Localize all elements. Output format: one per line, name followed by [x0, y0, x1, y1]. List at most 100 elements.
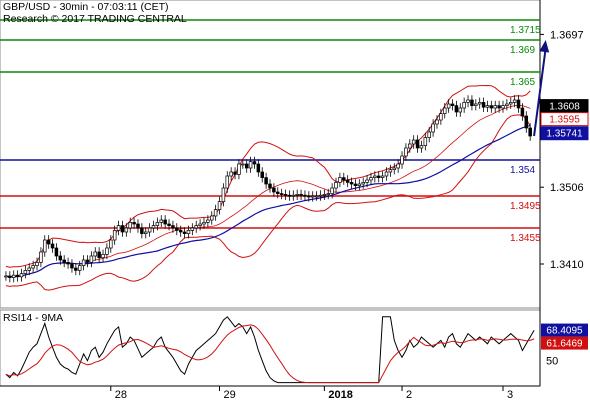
candle-body — [357, 183, 362, 186]
candle-body — [493, 105, 497, 109]
candle-body — [178, 230, 183, 233]
chart-title: GBP/USD - 30min - 07:03:11 (CET) — [3, 1, 169, 13]
candle-body — [244, 163, 249, 169]
candle-body — [151, 225, 156, 229]
candle-body — [349, 182, 354, 185]
price-tick-label: 1.3506 — [550, 182, 584, 194]
levels-layer: 1.3715 1.369 1.365 1.354 1.3495 1.3455 — [0, 19, 541, 244]
candle-body — [252, 161, 257, 165]
candle-body — [74, 267, 78, 271]
candle-body — [446, 103, 451, 109]
candle-body — [380, 175, 385, 178]
candle-body — [279, 193, 284, 195]
candle-body — [442, 107, 447, 114]
rsi-line — [5, 316, 535, 384]
candle-body — [213, 209, 218, 217]
candle-body — [439, 113, 443, 121]
candle-body — [415, 139, 420, 149]
candle-body — [124, 227, 129, 233]
bollinger-lower-line — [5, 114, 531, 291]
candle-body — [233, 171, 237, 175]
candle-body — [241, 163, 245, 166]
candle-body — [431, 123, 435, 133]
candle-body — [481, 102, 486, 108]
rsi-value-label: 68.4095 — [546, 326, 583, 337]
candle-body — [512, 99, 517, 103]
rsi-value-badge — [541, 336, 588, 350]
price-tick-label: 1.3697 — [550, 29, 584, 41]
candle-body — [256, 163, 261, 173]
forecast-arrow-head — [539, 40, 550, 53]
candle-body — [225, 175, 230, 189]
candle-body — [310, 195, 315, 198]
candle-body — [70, 263, 74, 269]
candle-body — [77, 265, 82, 271]
candle-body — [330, 187, 334, 194]
candle-body — [342, 177, 346, 181]
candle-body — [396, 163, 400, 169]
candle-body — [23, 270, 28, 274]
candle-body — [322, 194, 327, 196]
candle-body — [307, 195, 311, 198]
candle-body — [171, 225, 175, 229]
candle-body — [388, 169, 393, 173]
candle-body — [369, 177, 373, 181]
rsi-value-label: 61.6469 — [546, 339, 583, 350]
candle-body — [120, 225, 125, 233]
candle-body — [314, 195, 319, 198]
candle-body — [462, 102, 466, 109]
candle-body — [11, 274, 16, 278]
candle-body — [303, 194, 307, 197]
candle-body — [299, 194, 303, 196]
candle-body — [516, 99, 521, 109]
candle-body — [264, 177, 268, 185]
candle-body — [520, 107, 525, 117]
level-label: 1.3455 — [510, 233, 541, 244]
candle-body — [485, 105, 490, 108]
time-tick-label: 29 — [224, 389, 236, 400]
candle-body — [112, 230, 117, 241]
candle-body — [229, 171, 233, 177]
candle-body — [384, 171, 389, 177]
chart-copyright: Research © 2017 TRADING CENTRAL — [3, 13, 187, 25]
candle-body — [89, 255, 94, 263]
forecast-layer — [533, 40, 550, 137]
candle-body — [109, 239, 113, 249]
candle-body — [474, 103, 478, 106]
candle-body — [326, 193, 330, 195]
candle-body — [248, 161, 253, 169]
candle-body — [392, 167, 397, 170]
candle-body — [97, 251, 101, 258]
candle-body — [376, 175, 381, 178]
time-tick-label: 2 — [406, 389, 412, 400]
moving-average-line — [5, 125, 531, 278]
candle-body — [93, 251, 98, 257]
price-tick-label: 1.3410 — [550, 259, 584, 271]
candle-body — [423, 137, 428, 146]
candle-body — [39, 251, 43, 263]
candle-body — [353, 183, 358, 186]
candle-body — [489, 105, 494, 109]
candle-body — [291, 194, 296, 197]
rsi-layer: 50 — [5, 316, 558, 384]
candle-body — [58, 255, 63, 261]
candle-body — [155, 222, 160, 226]
candle-body — [202, 222, 206, 225]
candle-body — [19, 273, 24, 278]
badges-layer: 1.3608 1.3595 1.35741 68.4095 61.6469 — [540, 99, 589, 350]
candle-body — [345, 179, 350, 183]
candle-body — [140, 227, 144, 234]
candle-body — [528, 127, 532, 137]
candle-body — [419, 145, 424, 149]
candle-body — [334, 182, 338, 189]
time-tick-label: 3 — [507, 389, 513, 400]
candle-body — [81, 259, 86, 266]
candle-body — [136, 223, 140, 229]
candle-body — [287, 194, 292, 197]
candle-body — [221, 187, 226, 202]
candle-body — [404, 147, 408, 157]
price-badge-label: 1.3595 — [549, 115, 580, 126]
candle-body — [132, 222, 136, 225]
candle-body — [147, 227, 152, 233]
